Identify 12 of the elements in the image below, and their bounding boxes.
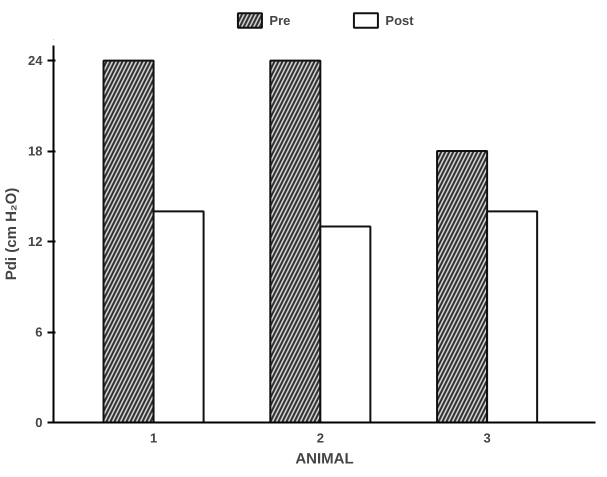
x-axis-title: ANIMAL [295, 450, 354, 468]
legend-label: Post [385, 12, 414, 28]
x-tick-label: 3 [483, 430, 491, 446]
x-tick-label: 1 [150, 430, 158, 446]
x-tick-label: 2 [316, 430, 324, 446]
legend-label: Pre [269, 12, 290, 28]
y-axis-title: Pdi (cm H₂O) [3, 188, 20, 280]
y-tick-label: 6 [35, 324, 43, 340]
y-tick-label: 18 [28, 144, 43, 159]
y-tick-label: 0 [35, 415, 43, 430]
y-tick-label: 12 [28, 234, 43, 250]
y-tick-label: 24 [28, 53, 44, 68]
